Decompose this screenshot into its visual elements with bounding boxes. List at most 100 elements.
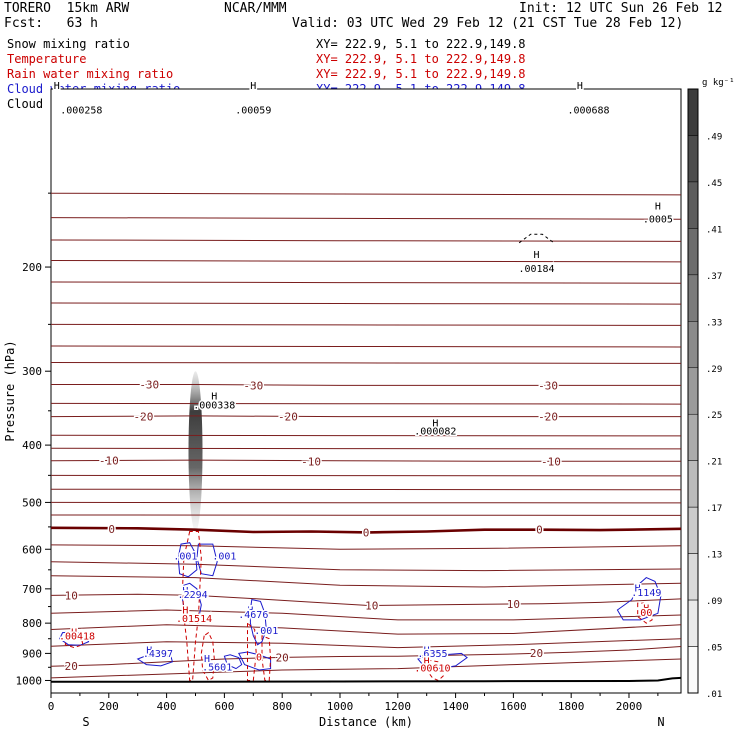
temperature-label: -10 <box>541 455 561 468</box>
colorbar-swatch <box>687 506 699 554</box>
organization: NCAR/MMM <box>224 1 287 16</box>
y-axis-label: Pressure (hPa) <box>3 340 17 441</box>
y-tick-label: 700 <box>22 583 42 596</box>
temperature-label: -10 <box>301 455 321 468</box>
temperature-label: -20 <box>538 411 558 424</box>
colorbar-label: .13 <box>706 551 722 561</box>
cloud-water-contour <box>417 652 468 670</box>
colorbar-swatch <box>687 88 699 136</box>
extremum-label: .00184 <box>518 264 554 275</box>
cloud-water-contour <box>249 599 267 646</box>
y-tick-label: 600 <box>22 543 42 556</box>
cloud-water-contour <box>59 631 90 646</box>
rain-water-contour <box>637 602 653 624</box>
colorbar-label: .45 <box>706 179 722 189</box>
temperature-contour <box>50 345 682 348</box>
colorbar-label: .25 <box>706 411 722 421</box>
temperature-label: 0 <box>536 524 543 537</box>
extremum-label: .000258 <box>60 105 102 116</box>
extremum-label: H <box>635 583 641 594</box>
temperature-label: 0 <box>108 523 115 536</box>
colorbar-swatch <box>687 553 699 601</box>
extremum-label: 00 <box>640 608 652 619</box>
colorbar-swatch <box>687 321 699 369</box>
colorbar-swatch <box>687 413 699 461</box>
y-tick-label: 800 <box>22 617 42 630</box>
temperature-label: 10 <box>507 598 520 611</box>
x-tick-label: 1200 <box>385 700 412 713</box>
extremum-label: H <box>211 392 217 403</box>
x-tick-label: 400 <box>157 700 177 713</box>
temperature-contour <box>50 575 682 588</box>
x-tick-label: 1800 <box>558 700 585 713</box>
temperature-contour <box>50 402 682 405</box>
extremum-label: .00610 <box>414 664 450 675</box>
extremum-label: .01514 <box>176 614 212 625</box>
y-tick-label: 1000 <box>16 674 43 687</box>
extremum-label: H <box>54 81 60 92</box>
temperature-contour <box>50 239 682 242</box>
colorbar-swatch <box>687 135 699 183</box>
temperature-label: 20 <box>65 660 78 673</box>
temperature-label: -30 <box>538 379 558 392</box>
legend-xy: XY= 222.9, 5.1 to 222.9,149.8 <box>316 52 526 66</box>
terrain-line <box>51 676 682 683</box>
colorbar-label: .33 <box>706 318 722 328</box>
rain-water-contour <box>64 633 84 649</box>
temperature-contour <box>50 415 681 418</box>
temperature-label: -20 <box>278 411 298 424</box>
legend-xy: XY= 222.9, 5.1 to 222.9,149.8 <box>316 67 526 81</box>
extremum-label: .001 <box>254 626 278 637</box>
temperature-contour <box>50 561 682 572</box>
extremum-label: .2294 <box>178 590 208 601</box>
cloud-water-contour <box>177 542 198 578</box>
extremum-label: 0 <box>256 652 262 663</box>
x-axis-label: Distance (km) <box>319 715 413 729</box>
cloud-water-contour <box>136 655 174 667</box>
colorbar-swatch <box>687 181 699 229</box>
temperature-contour <box>50 646 682 667</box>
y-tick-label: 400 <box>22 439 42 452</box>
colorbar-swatch <box>687 367 699 415</box>
temperature-contour <box>51 384 681 386</box>
colorbar-label: .21 <box>706 458 722 468</box>
extremum-label: H <box>643 604 649 615</box>
temperature-contour <box>50 624 682 635</box>
extremum-label: H <box>182 605 188 616</box>
temperature-contour <box>50 526 682 534</box>
temperature-contour <box>50 192 682 196</box>
extremum-label: H <box>577 81 583 92</box>
extremum-label: H <box>432 418 438 429</box>
y-tick-label: 900 <box>22 647 42 660</box>
rain-water-contour <box>200 631 215 682</box>
valid-time: Valid: 03 UTC Wed 29 Feb 12 (21 CST Tue … <box>292 16 684 31</box>
cloud-ice-contour <box>518 233 555 244</box>
model-title: TORERO 15km ARW <box>4 1 130 16</box>
cloud-water-contour <box>223 654 243 670</box>
temperature-contour <box>50 323 682 326</box>
colorbar-swatch <box>687 599 699 647</box>
colorbar-swatch <box>687 460 699 508</box>
snow-plume <box>188 371 203 532</box>
temperature-contour <box>50 217 682 220</box>
extremum-label: .6355 <box>417 649 447 660</box>
cloud-water-contour <box>616 577 662 621</box>
temperature-contour <box>50 302 682 305</box>
colorbar-swatch <box>687 274 699 322</box>
extremum-label: H <box>655 202 661 213</box>
extremum-label: H <box>533 250 539 261</box>
forecast-hour: Fcst: 63 h <box>4 16 98 31</box>
extremum-label: H <box>424 657 430 668</box>
temperature-contour <box>50 501 682 504</box>
rain-water-contour <box>261 634 272 681</box>
temperature-contour <box>50 544 682 550</box>
extremum-label: .000688 <box>567 105 609 116</box>
extremum-label: H <box>146 645 152 656</box>
rain-water-contour <box>181 531 202 681</box>
temperature-contour <box>50 638 682 649</box>
temperature-label: 10 <box>365 600 378 613</box>
x-tick-label: 0 <box>48 700 55 713</box>
extremum-label: .1149 <box>631 588 661 599</box>
extremum-label: H <box>182 586 188 597</box>
